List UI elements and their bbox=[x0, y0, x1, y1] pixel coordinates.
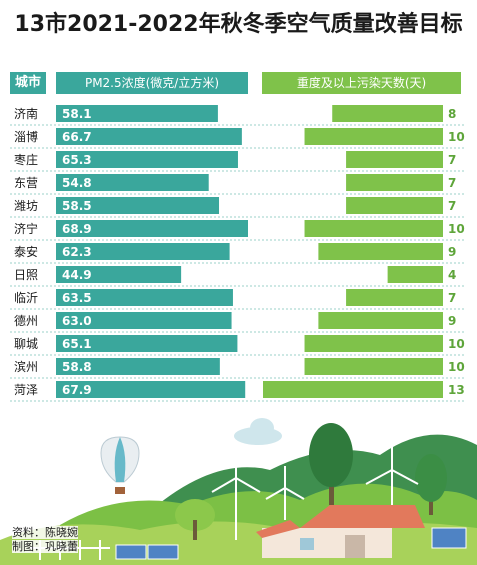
house-icon bbox=[256, 505, 425, 558]
city-label: 德州 bbox=[14, 313, 38, 328]
pollution-days-value-label: 13 bbox=[448, 383, 465, 397]
pm25-bar bbox=[56, 174, 209, 191]
pollution-days-value-label: 7 bbox=[448, 199, 456, 213]
city-label: 菏泽 bbox=[14, 383, 38, 397]
tree-icon bbox=[175, 423, 447, 540]
pm25-value-label: 54.8 bbox=[62, 176, 92, 190]
pm25-value-label: 58.1 bbox=[62, 107, 92, 121]
city-label: 枣庄 bbox=[14, 152, 38, 167]
city-label: 淄博 bbox=[14, 129, 38, 144]
pm25-bar bbox=[56, 220, 248, 237]
pm25-value-label: 63.0 bbox=[62, 314, 92, 328]
pollution-days-value-label: 10 bbox=[448, 360, 465, 374]
pm25-bar bbox=[56, 243, 230, 260]
pollution-days-bar bbox=[346, 289, 443, 306]
pm25-value-label: 65.1 bbox=[62, 337, 92, 351]
city-label: 东营 bbox=[14, 176, 38, 190]
pm25-value-label: 67.9 bbox=[62, 383, 92, 397]
solar-panel-icon bbox=[115, 527, 467, 560]
city-label: 滨州 bbox=[14, 359, 38, 374]
pm25-column-header: PM2.5浓度(微克/立方米) bbox=[56, 72, 248, 94]
city-label: 临沂 bbox=[14, 291, 38, 305]
pollution-days-bar bbox=[304, 358, 443, 375]
pm25-value-label: 63.5 bbox=[62, 291, 92, 305]
eco-landscape-illustration bbox=[0, 418, 477, 565]
city-label: 日照 bbox=[14, 268, 38, 282]
pollution-days-bar bbox=[304, 128, 443, 145]
pollution-days-value-label: 10 bbox=[448, 222, 465, 236]
pollution-days-value-label: 7 bbox=[448, 153, 456, 167]
pm25-bar bbox=[56, 105, 218, 122]
pm25-value-label: 44.9 bbox=[62, 268, 92, 282]
pm25-value-label: 58.8 bbox=[62, 360, 92, 374]
city-label: 潍坊 bbox=[14, 198, 38, 213]
pollution-days-bar bbox=[346, 174, 443, 191]
pollution-days-bar bbox=[318, 312, 443, 329]
city-label: 聊城 bbox=[14, 337, 38, 351]
pollution-days-bar bbox=[346, 197, 443, 214]
pollution-days-value-label: 9 bbox=[448, 245, 456, 259]
pm25-bar bbox=[56, 312, 232, 329]
pollution-days-bar bbox=[304, 220, 443, 237]
pollution-days-value-label: 7 bbox=[448, 176, 456, 190]
pm25-value-label: 65.3 bbox=[62, 153, 92, 167]
pollution-days-value-label: 4 bbox=[448, 268, 456, 282]
pm25-value-label: 66.7 bbox=[62, 130, 92, 144]
pollution-days-bar bbox=[332, 105, 443, 122]
pollution-days-value-label: 10 bbox=[448, 130, 465, 144]
balloon-icon bbox=[100, 436, 140, 494]
pm25-bar bbox=[56, 381, 246, 398]
pm25-bar bbox=[56, 266, 182, 283]
pm25-bar bbox=[56, 335, 238, 352]
pm25-value-label: 62.3 bbox=[62, 245, 92, 259]
city-label: 泰安 bbox=[14, 244, 38, 259]
city-label: 济宁 bbox=[14, 221, 38, 236]
pollution-days-bar bbox=[263, 381, 443, 398]
city-column-header: 城市 bbox=[10, 72, 46, 94]
city-label: 济南 bbox=[14, 106, 38, 121]
pm25-bar bbox=[56, 128, 242, 145]
pollution-days-value-label: 7 bbox=[448, 291, 456, 305]
chart-rows: 济南 58.1 8 淄博 66.7 10 枣庄 65.3 7 东营 54.8 7 潍坊 58.5 7 济宁 68… bbox=[10, 105, 466, 402]
pm25-bar bbox=[56, 289, 233, 306]
chart-author: 制图：巩晓蕾 bbox=[12, 540, 78, 553]
pollution-days-column-header: 重度及以上污染天数(天) bbox=[262, 72, 461, 94]
pm25-value-label: 58.5 bbox=[62, 199, 92, 213]
pollution-days-bar bbox=[346, 151, 443, 168]
pm25-bar bbox=[56, 197, 220, 214]
data-source: 资料：陈晓婉 bbox=[12, 526, 78, 539]
pollution-days-value-label: 10 bbox=[448, 337, 465, 351]
chart-title: 13市2021-2022年秋冬季空气质量改善目标 bbox=[14, 12, 463, 37]
pollution-days-bar bbox=[387, 266, 443, 283]
pollution-days-bar bbox=[318, 243, 443, 260]
credits: 资料：陈晓婉 制图：巩晓蕾 bbox=[12, 526, 78, 554]
pollution-days-value-label: 9 bbox=[448, 314, 456, 328]
pollution-days-bar bbox=[304, 335, 443, 352]
pm25-bar bbox=[56, 358, 220, 375]
pollution-days-value-label: 8 bbox=[448, 107, 456, 121]
pm25-bar bbox=[56, 151, 238, 168]
pm25-value-label: 68.9 bbox=[62, 222, 92, 236]
wind-turbine-icon bbox=[211, 440, 419, 540]
